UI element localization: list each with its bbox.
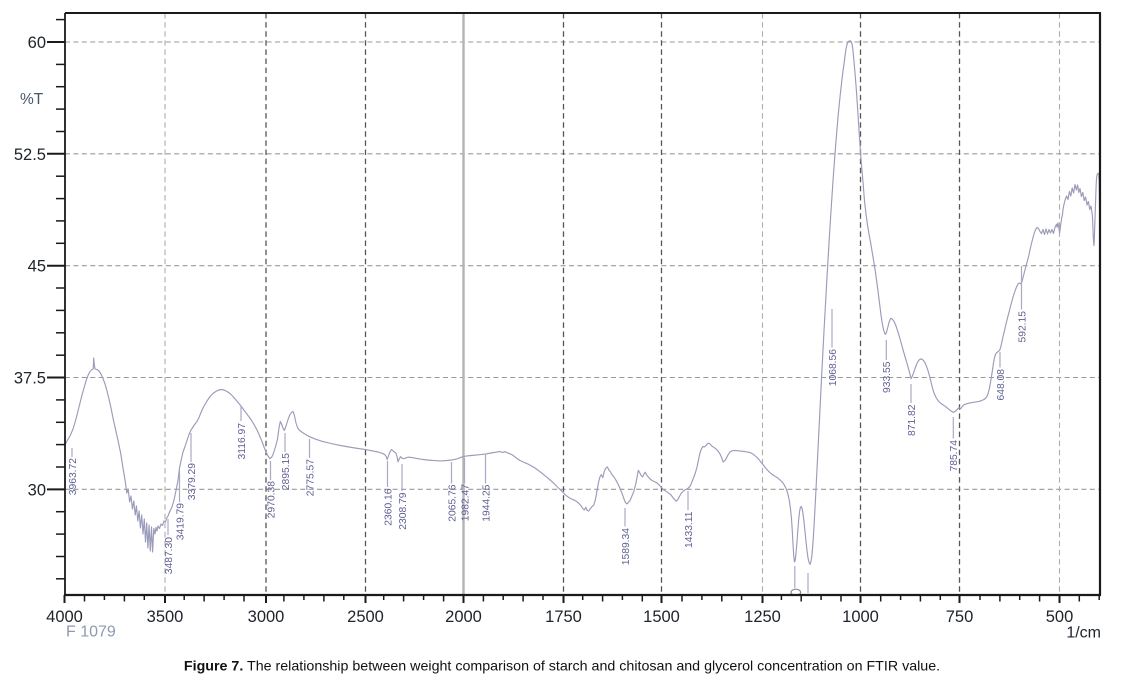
svg-text:1500: 1500 bbox=[643, 608, 680, 626]
svg-text:3000: 3000 bbox=[248, 608, 285, 626]
svg-text:3963.72: 3963.72 bbox=[68, 458, 79, 495]
svg-text:2065.76: 2065.76 bbox=[447, 484, 458, 521]
svg-text:Figure 7. The relationship bet: Figure 7. The relationship between weigh… bbox=[184, 659, 940, 675]
svg-text:2000: 2000 bbox=[445, 608, 482, 626]
svg-text:1589.34: 1589.34 bbox=[621, 528, 632, 565]
svg-text:1433.11: 1433.11 bbox=[684, 511, 695, 548]
svg-text:3500: 3500 bbox=[147, 608, 184, 626]
svg-text:3116.97: 3116.97 bbox=[237, 423, 248, 460]
svg-text:1944.25: 1944.25 bbox=[481, 484, 492, 521]
svg-text:3379.29: 3379.29 bbox=[187, 463, 198, 500]
svg-text:45: 45 bbox=[28, 258, 46, 276]
svg-text:1250: 1250 bbox=[744, 608, 781, 626]
svg-text:1068.56: 1068.56 bbox=[828, 349, 839, 386]
svg-text:F 1079: F 1079 bbox=[66, 624, 116, 641]
svg-text:1750: 1750 bbox=[545, 608, 582, 626]
svg-text:37.5: 37.5 bbox=[14, 370, 46, 388]
svg-text:648.08: 648.08 bbox=[996, 369, 1007, 401]
svg-text:1982.47: 1982.47 bbox=[460, 484, 471, 521]
svg-text:60: 60 bbox=[28, 34, 46, 52]
svg-text:871.82: 871.82 bbox=[907, 404, 918, 436]
svg-text:1000: 1000 bbox=[842, 608, 879, 626]
svg-text:%T: %T bbox=[20, 91, 44, 108]
svg-text:500: 500 bbox=[1046, 608, 1074, 626]
svg-text:2970.38: 2970.38 bbox=[266, 481, 277, 518]
svg-text:750: 750 bbox=[946, 608, 974, 626]
svg-text:2895.15: 2895.15 bbox=[281, 453, 292, 490]
svg-text:30: 30 bbox=[28, 481, 46, 499]
svg-text:52.5: 52.5 bbox=[14, 146, 46, 164]
svg-text:592.15: 592.15 bbox=[1017, 311, 1028, 343]
svg-text:2360.16: 2360.16 bbox=[383, 488, 394, 525]
svg-text:3419.79: 3419.79 bbox=[175, 503, 186, 540]
svg-text:4000: 4000 bbox=[46, 608, 83, 626]
svg-text:3487.30: 3487.30 bbox=[164, 537, 175, 574]
svg-text:2308.79: 2308.79 bbox=[398, 492, 409, 529]
svg-text:2775.57: 2775.57 bbox=[305, 459, 316, 496]
svg-text:2500: 2500 bbox=[347, 608, 384, 626]
svg-text:933.55: 933.55 bbox=[882, 361, 893, 393]
svg-text:785.74: 785.74 bbox=[949, 440, 960, 472]
svg-text:1/cm: 1/cm bbox=[1066, 625, 1101, 642]
